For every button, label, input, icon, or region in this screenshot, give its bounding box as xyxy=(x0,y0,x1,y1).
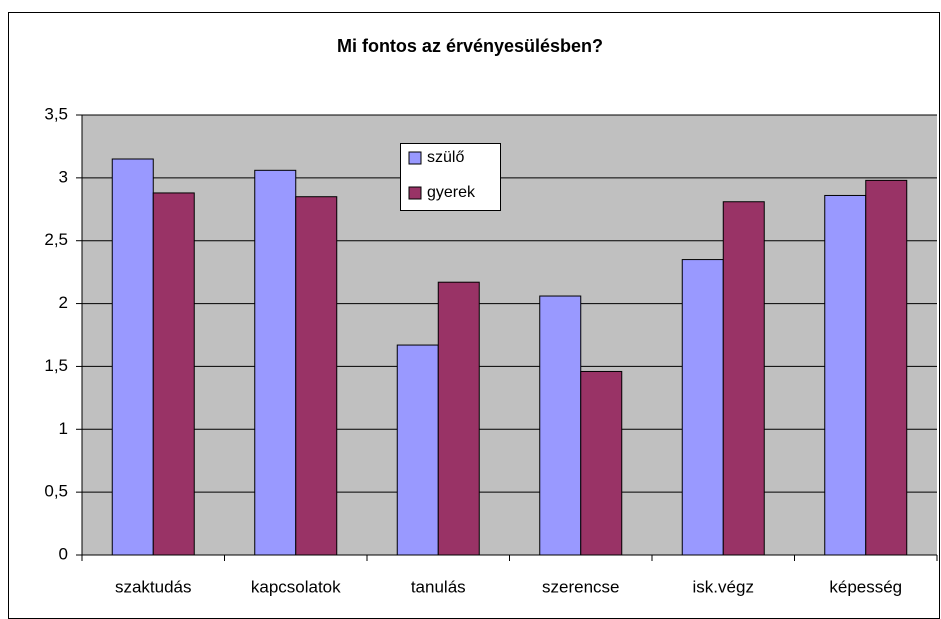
y-tick-label: 0,5 xyxy=(44,482,68,501)
bar xyxy=(580,370,623,556)
bar xyxy=(824,194,867,556)
bar xyxy=(152,192,195,556)
y-tick-label: 0 xyxy=(59,544,68,563)
bar xyxy=(681,259,724,556)
y-tick-label: 3,5 xyxy=(44,104,68,123)
x-tick-label: kapcsolatok xyxy=(251,577,341,596)
bar xyxy=(539,295,582,556)
chart-title: Mi fontos az érvényesülésben? xyxy=(337,36,603,56)
y-tick-label: 1 xyxy=(59,419,68,438)
x-tick-label: szaktudás xyxy=(115,577,192,596)
y-tick-label: 1,5 xyxy=(44,356,68,375)
bar xyxy=(396,344,439,556)
y-tick-label: 3 xyxy=(59,167,68,186)
bar xyxy=(722,201,765,556)
plot-area xyxy=(82,115,937,555)
bar xyxy=(111,158,154,556)
y-tick-label: 2,5 xyxy=(44,230,68,249)
bar xyxy=(295,196,338,556)
bar xyxy=(865,179,908,556)
legend-label: szülő xyxy=(427,149,464,166)
x-tick-label: képesség xyxy=(829,577,902,596)
bar xyxy=(254,169,297,556)
legend-label: gyerek xyxy=(427,184,476,201)
legend-swatch xyxy=(408,186,422,200)
y-tick-label: 2 xyxy=(59,293,68,312)
bar xyxy=(437,281,480,556)
x-tick-label: szerencse xyxy=(542,577,619,596)
x-tick-label: tanulás xyxy=(411,577,466,596)
x-tick-label: isk.végz xyxy=(693,577,754,596)
legend-swatch xyxy=(408,151,422,165)
